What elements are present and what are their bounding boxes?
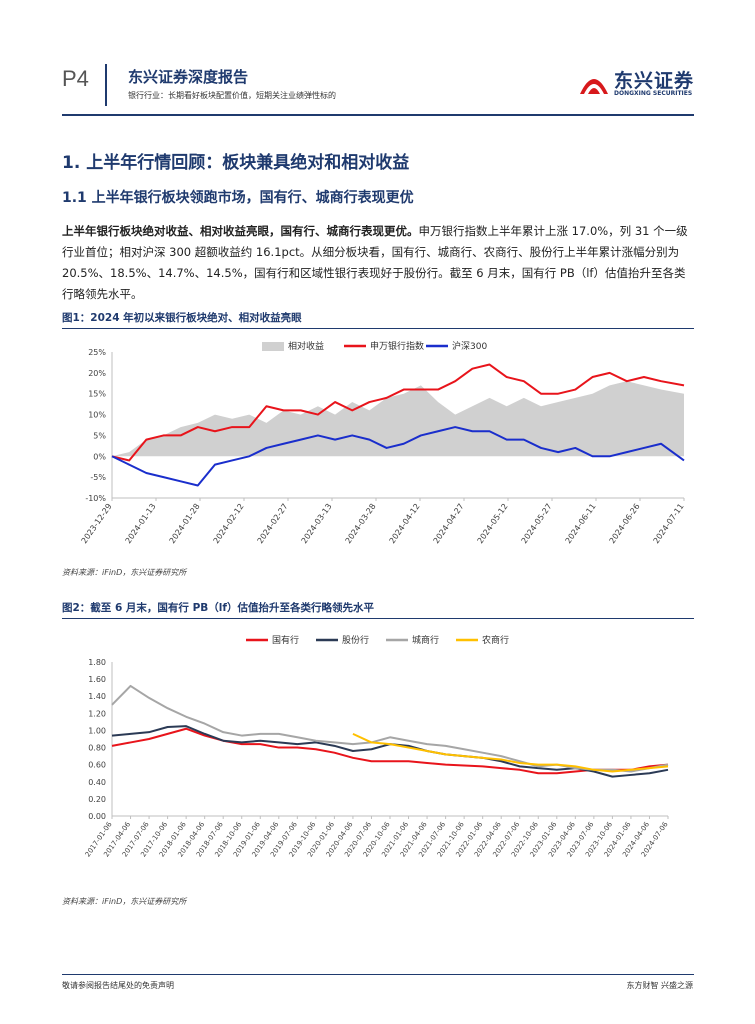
x-tick-label: 2024-04-12 [388, 502, 422, 545]
report-title: 东兴证券深度报告 [128, 68, 249, 86]
y-tick-label: 1.60 [88, 675, 106, 684]
x-tick-label: 2024-01-28 [168, 502, 202, 545]
series-line-0 [111, 727, 669, 775]
y-tick-label: 0.20 [88, 795, 106, 804]
x-tick-label: 2024-02-12 [212, 502, 246, 545]
x-tick-label: 2024-06-11 [564, 502, 598, 545]
y-tick-label: 1.40 [88, 692, 106, 701]
y-tick-label: 10% [88, 411, 106, 420]
y-tick-label: 1.20 [88, 709, 106, 718]
para-lead: 上半年银行板块绝对收益、相对收益亮眼，国有行、城商行表现更优。 [62, 224, 419, 238]
legend-label: 城商行 [412, 634, 439, 646]
series-line-2 [111, 426, 685, 487]
figure2-chart: 1.80 1.60 1.40 1.20 1.00 0.80 0.60 0.40 0.20 0.00… [84, 634, 670, 858]
header-divider [105, 64, 107, 106]
report-subtitle: 银行行业：长期看好板块配置价值，短期关注业绩弹性标的 [128, 91, 336, 100]
legend-label: 股份行 [342, 634, 369, 646]
y-tick-label: 0% [93, 452, 106, 461]
x-tick-label: 2023-12-29 [80, 502, 114, 545]
series-line-3 [352, 732, 669, 773]
subsection-heading: 1.1 上半年银行板块领跑市场，国有行、城商行表现更优 [62, 190, 414, 206]
y-tick-label: -5% [90, 473, 106, 482]
y-tick-label: 15% [88, 390, 106, 399]
logo-cn-text: 东兴证券 [614, 70, 695, 92]
y-tick-label: 0.60 [88, 761, 106, 770]
footer-disclaimer: 敬请参阅报告结尾处的免责声明 [62, 981, 174, 990]
legend-label: 农商行 [482, 634, 509, 646]
figure2-title: 图2：截至 6 月末，国有行 PB（lf）估值抬升至各类行略领先水平 [62, 602, 374, 614]
legend-label: 相对收益 [288, 340, 324, 352]
series-area-0 [112, 381, 684, 457]
figure2-source: 资料来源：iFinD，东兴证券研究所 [62, 897, 187, 906]
figure2-top-rule [62, 618, 694, 619]
legend-label: 申万银行指数 [370, 340, 424, 352]
legend-label: 国有行 [272, 634, 299, 646]
x-tick-label: 2024-03-28 [344, 502, 378, 545]
company-logo: 东兴证券 DONGXING SECURITIES [578, 66, 694, 100]
y-tick-label: 20% [88, 369, 106, 378]
logo-mark-icon [580, 79, 608, 94]
legend-swatch [262, 342, 284, 351]
figure1-title: 图1：2024 年初以来银行板块绝对、相对收益亮眼 [62, 312, 302, 324]
x-tick-label: 2024-07-11 [652, 502, 686, 545]
page-number: P4 [62, 66, 89, 91]
figure1-source: 资料来源：iFinD，东兴证券研究所 [62, 568, 187, 577]
logo-en-text: DONGXING SECURITIES [614, 90, 693, 97]
figure1-chart: 25% 20% 15% 10% 5% 0% -5% -10%2023-12-29 2024-01… [80, 340, 686, 545]
y-tick-label: 0.00 [88, 812, 106, 821]
x-tick-label: 2024-06-26 [608, 502, 642, 545]
footer-rule [62, 974, 694, 975]
figure1-top-rule [62, 328, 694, 329]
section-heading: 1. 上半年行情回顾：板块兼具绝对和相对收益 [62, 153, 410, 173]
y-tick-label: -10% [85, 494, 106, 503]
header-rule [62, 114, 694, 116]
x-tick-label: 2024-02-27 [256, 502, 290, 545]
footer-slogan: 东方财智 兴盛之源 [626, 981, 693, 990]
y-tick-label: 1.00 [88, 726, 106, 735]
x-tick-label: 2024-05-27 [520, 502, 554, 545]
y-tick-label: 1.80 [88, 658, 106, 667]
y-tick-label: 0.40 [88, 778, 106, 787]
body-paragraph: 上半年银行板块绝对收益、相对收益亮眼，国有行、城商行表现更优。申万银行指数上半年… [62, 221, 694, 305]
x-tick-label: 2024-01-13 [124, 502, 158, 545]
x-tick-label: 2024-03-13 [300, 502, 334, 545]
y-tick-label: 25% [88, 348, 106, 357]
legend-label: 沪深300 [452, 340, 487, 352]
series-line-2 [111, 684, 669, 773]
series-line-1 [111, 363, 685, 462]
para-body: 申万银行指数上半年累计上涨 17.0%，列 31 个一级行业首位；相对沪深 30… [62, 224, 688, 301]
y-tick-label: 5% [93, 431, 106, 440]
x-tick-label: 2024-04-27 [432, 502, 466, 545]
x-tick-label: 2024-05-12 [476, 502, 510, 545]
y-tick-label: 0.80 [88, 744, 106, 753]
